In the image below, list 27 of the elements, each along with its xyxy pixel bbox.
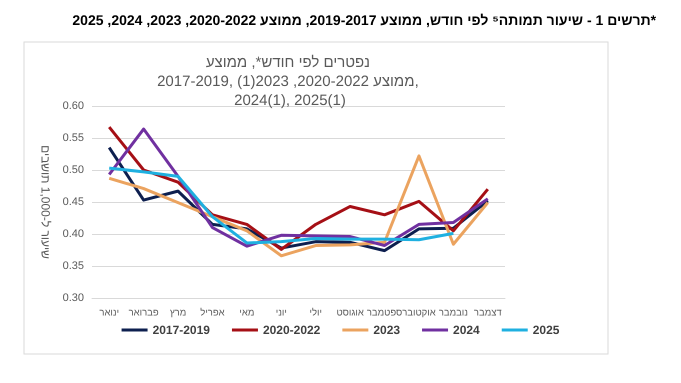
x-tick-label: דצמבר xyxy=(474,308,502,318)
y-tick-label: 0.60 xyxy=(62,100,84,112)
y-tick-label: 0.40 xyxy=(62,228,84,240)
x-tick-label: אפריל xyxy=(200,308,225,318)
legend-label: 2020-2022 xyxy=(262,323,321,337)
x-tick-label: נובמבר xyxy=(438,308,468,318)
legend-label: 2023 xyxy=(373,323,400,337)
line-series xyxy=(108,166,455,244)
y-tick-label: 0.35 xyxy=(62,260,84,272)
legend-label: 2017-2019 xyxy=(152,323,210,337)
x-tick-label: ינואר xyxy=(99,308,120,318)
y-tick-label: 0.45 xyxy=(62,196,84,208)
x-tick-label: יוני xyxy=(276,308,287,318)
legend-label: 2024 xyxy=(453,323,480,337)
y-tick-label: 0.50 xyxy=(62,164,84,176)
x-tick-label: אוגוסט xyxy=(336,308,364,318)
y-axis-title: שיעור ל-1,000 תושבים xyxy=(38,145,53,260)
x-tick-label: מרץ xyxy=(170,308,186,318)
x-tick-label: מאי xyxy=(239,308,254,318)
x-tick-label: פברואר xyxy=(128,308,159,318)
x-tick-label: יולי xyxy=(309,308,322,318)
legend-label: 2025 xyxy=(532,323,560,337)
y-tick-label: 0.30 xyxy=(62,292,84,304)
chart-title: תרשים 1 - שיעור תמותה⁵ לפי חודש, ממוצע 2019-2017, ממוצע 2020-2022, 2023, 2024, 2025* xyxy=(72,12,657,28)
x-tick-label: ספטמבר xyxy=(366,308,402,318)
x-tick-label: אוקטובר xyxy=(402,308,436,318)
y-tick-label: 0.55 xyxy=(62,132,84,144)
